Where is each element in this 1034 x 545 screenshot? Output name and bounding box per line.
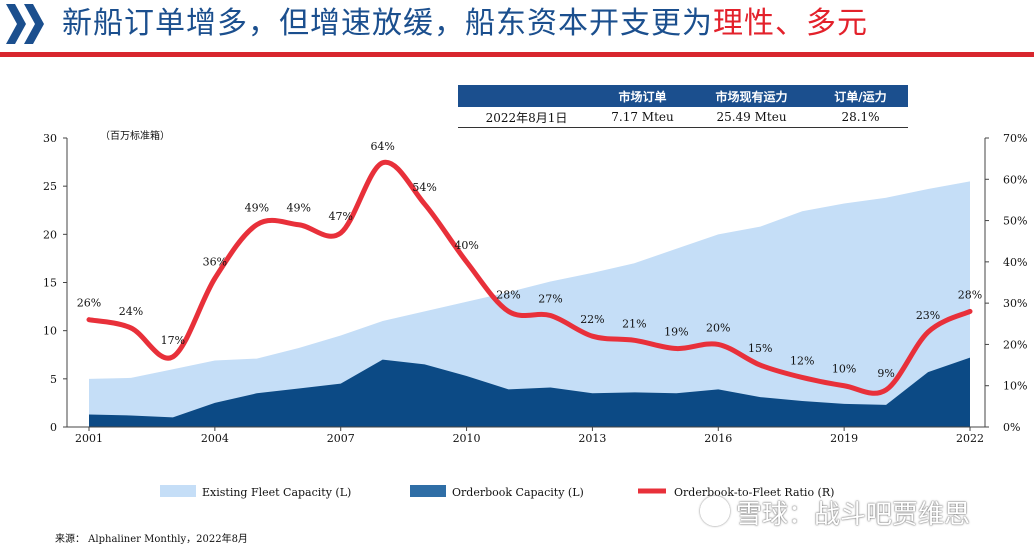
ratio-data-label: 49%: [287, 202, 311, 215]
legend-label-orderbook: Orderbook Capacity (L): [452, 486, 584, 499]
source-note: 来源： Alphaliner Monthly，2022年8月: [55, 534, 248, 545]
ratio-data-label: 47%: [328, 210, 352, 223]
y-left-tick-label: 20: [43, 228, 57, 241]
x-tick-label: 2010: [453, 432, 481, 445]
y-left-tick-label: 25: [43, 180, 57, 193]
y-right-tick-label: 0%: [1003, 421, 1020, 434]
ratio-data-label: 27%: [538, 293, 562, 306]
legend-swatch-existing-fleet: [160, 485, 196, 497]
ratio-data-label: 54%: [412, 181, 436, 194]
y-right-tick-label: 50%: [1003, 215, 1027, 228]
ratio-data-label: 10%: [832, 363, 856, 376]
legend-swatch-orderbook: [410, 485, 446, 497]
chevron-icon: [6, 4, 26, 44]
title-highlight: 理性、多元: [713, 6, 868, 41]
info-table-cell: 2022年8月1日: [458, 107, 595, 128]
header: 新船订单增多，但增速放缓，船东资本开支更为理性、多元: [0, 0, 1034, 52]
info-table-header: 市场现有运力: [690, 85, 813, 107]
y-right-tick-label: 20%: [1003, 338, 1027, 351]
y-left-tick-label: 15: [43, 277, 57, 290]
info-table-header: 市场订单: [595, 85, 690, 107]
ratio-data-label: 26%: [77, 297, 101, 310]
y-right-tick-label: 10%: [1003, 380, 1027, 393]
orderbook-area: [89, 357, 970, 427]
ratio-data-label: 28%: [958, 288, 982, 301]
ratio-data-label: 49%: [245, 202, 269, 215]
existing-fleet-area: [89, 181, 970, 427]
x-tick-label: 2004: [201, 432, 229, 445]
ratio-data-label: 15%: [748, 342, 772, 355]
info-table-header: [458, 85, 595, 107]
ratio-data-label: 40%: [454, 239, 478, 252]
x-tick-label: 2013: [578, 432, 606, 445]
x-tick-label: 2022: [956, 432, 984, 445]
info-table-header: 订单/运力: [813, 85, 908, 107]
chart: 0 5 10 15 20 25 30 0% 10% 20% 30% 40% 50% 60% 70% 2001 2…: [43, 129, 1027, 499]
watermark: 雪球：战斗吧贾维思: [700, 494, 970, 531]
info-table: 市场订单 市场现有运力 订单/运力 2022年8月1日 7.17 Mteu 25…: [458, 85, 908, 128]
ratio-data-label: 24%: [119, 305, 143, 318]
ratio-data-label: 23%: [916, 309, 940, 322]
y-right-tick-label: 70%: [1003, 132, 1027, 145]
watermark-text: 雪球：战斗吧贾维思: [736, 500, 971, 530]
ratio-data-label: 9%: [877, 367, 894, 380]
ratio-data-label: 22%: [580, 313, 604, 326]
y-left-tick-label: 5: [50, 373, 57, 386]
snowball-logo-icon: [700, 496, 730, 526]
header-divider: [0, 52, 1034, 57]
x-tick-label: 2019: [830, 432, 858, 445]
y-left-unit-label: （百万标准箱）: [100, 129, 170, 142]
y-left-tick-label: 30: [43, 132, 57, 145]
x-tick-label: 2007: [327, 432, 355, 445]
y-left-tick-label: 0: [50, 421, 57, 434]
ratio-data-label: 19%: [664, 326, 688, 339]
info-table-cell: 28.1%: [813, 107, 908, 128]
info-table-cell: 7.17 Mteu: [595, 107, 690, 128]
title-main: 新船订单增多，但增速放缓，船东资本开支更为: [62, 6, 713, 41]
legend-label-existing-fleet: Existing Fleet Capacity (L): [202, 486, 351, 499]
x-tick-label: 2001: [75, 432, 103, 445]
ratio-data-label: 64%: [370, 140, 394, 153]
ratio-data-label: 17%: [161, 334, 185, 347]
page-title: 新船订单增多，但增速放缓，船东资本开支更为理性、多元: [62, 3, 868, 45]
ratio-data-label: 12%: [790, 354, 814, 367]
y-right-tick-label: 30%: [1003, 297, 1027, 310]
info-table-row: 2022年8月1日 7.17 Mteu 25.49 Mteu 28.1%: [458, 107, 908, 128]
ratio-data-label: 28%: [496, 288, 520, 301]
info-table-header-row: 市场订单 市场现有运力 订单/运力: [458, 85, 908, 107]
ratio-line: [86, 159, 973, 396]
info-table-cell: 25.49 Mteu: [690, 107, 813, 128]
y-left-tick-label: 10: [43, 325, 57, 338]
ratio-data-label: 20%: [706, 321, 730, 334]
y-right-tick-label: 60%: [1003, 173, 1027, 186]
x-tick-label: 2016: [704, 432, 732, 445]
ratio-data-label: 36%: [203, 255, 227, 268]
chevron-icon: [24, 4, 44, 44]
ratio-data-label: 21%: [622, 317, 646, 330]
y-right-tick-label: 40%: [1003, 256, 1027, 269]
legend-label-ratio: Orderbook-to-Fleet Ratio (R): [674, 486, 834, 499]
